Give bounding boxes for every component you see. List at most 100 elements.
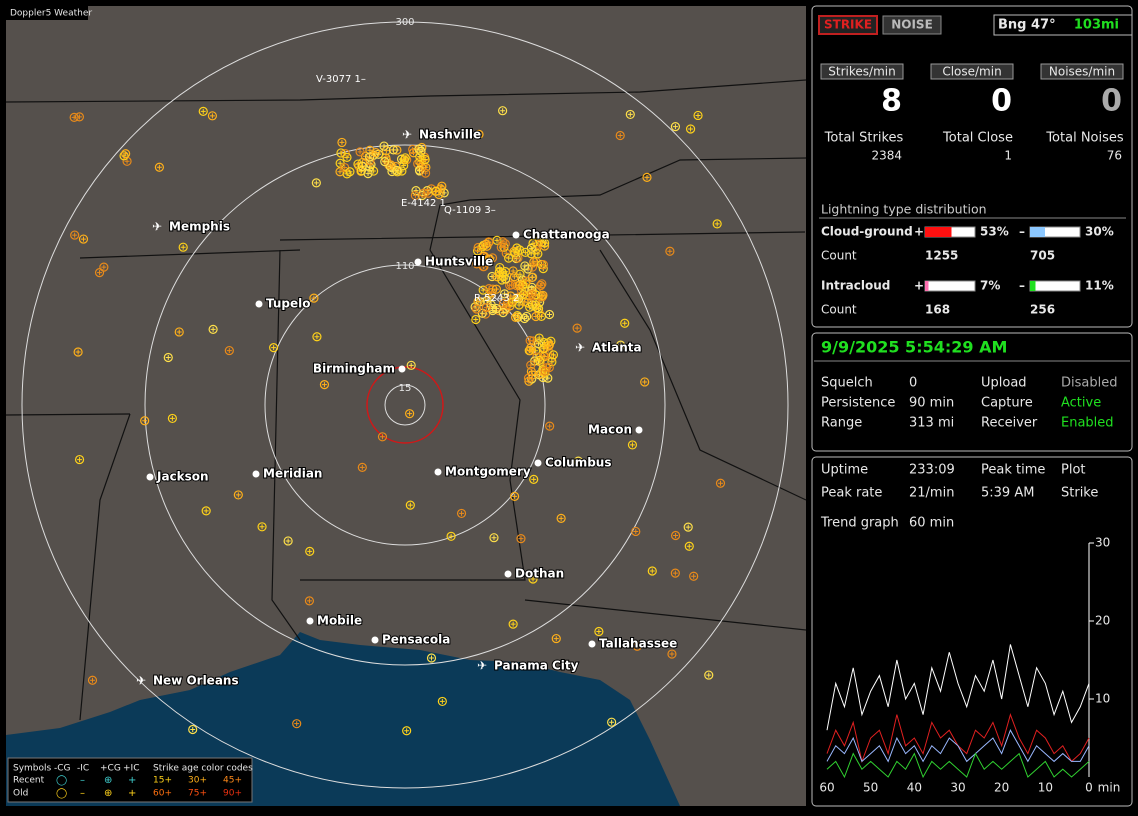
- strike-symbol: [208, 324, 218, 334]
- count-label: Count: [821, 303, 857, 317]
- trend-line: [826, 729, 1090, 763]
- city-dot: [146, 473, 154, 481]
- legend-age: 60+: [153, 789, 172, 799]
- strike-symbol: [292, 719, 302, 729]
- range-ring: [21, 21, 789, 789]
- x-tick-label: 50: [863, 781, 878, 795]
- strike-symbol: [165, 354, 171, 360]
- strike-symbol: [405, 500, 415, 510]
- strike-symbol: [388, 145, 398, 155]
- strike-symbol: [74, 112, 85, 122]
- strike-symbol: [525, 335, 535, 346]
- rate-button[interactable]: [820, 63, 904, 80]
- percent-bar: [925, 281, 929, 291]
- strike-symbol: [167, 413, 177, 424]
- strike-symbol: [365, 152, 375, 162]
- stat-field: 5:39 AM: [981, 486, 1034, 501]
- city-label: Tallahassee: [599, 637, 677, 651]
- strike-symbol: [473, 242, 483, 253]
- strike-button[interactable]: [818, 15, 878, 35]
- city-label: Panama City: [494, 659, 579, 673]
- strike-symbol: [365, 171, 371, 177]
- strike-symbol: [491, 284, 502, 294]
- strike-symbol: [523, 278, 529, 284]
- strike-symbol: [369, 166, 379, 176]
- strike-symbol: [190, 726, 196, 732]
- strike-symbol: [596, 628, 602, 634]
- strike-tag: E-4142 1: [401, 198, 446, 209]
- strike-symbol: [516, 282, 522, 288]
- strike-symbol: [491, 535, 497, 541]
- strike-symbol: [617, 133, 623, 139]
- rate-button[interactable]: [1040, 63, 1124, 80]
- stat-field: 21/min: [909, 486, 954, 501]
- strike-symbol: [412, 192, 418, 198]
- range-ring: [144, 144, 666, 666]
- strike-symbol: [594, 626, 604, 637]
- x-unit: min: [1098, 781, 1121, 795]
- strike-symbol: [87, 675, 98, 685]
- legend-age: 15+: [153, 776, 172, 786]
- strike-symbol: [99, 262, 109, 272]
- strike-symbol: [439, 698, 445, 704]
- strike-symbol: [399, 168, 405, 174]
- strike-symbol: [509, 299, 515, 305]
- strike-symbol: [520, 261, 530, 271]
- strike-symbol: [478, 262, 488, 272]
- strike-symbol: [309, 293, 319, 303]
- strike-symbol: [474, 129, 484, 139]
- strike-symbol: [411, 186, 421, 196]
- strike-symbol: [357, 149, 363, 155]
- strike-symbol: [381, 143, 387, 149]
- strike-symbol: [371, 147, 381, 158]
- stat-field: Peak time: [981, 463, 1045, 478]
- strike-symbol: [373, 150, 379, 156]
- legend-age: 30+: [188, 776, 207, 786]
- strike-symbol: [572, 323, 582, 333]
- strike-symbol: [500, 274, 506, 280]
- range-ring: [384, 384, 426, 426]
- noise-button[interactable]: [882, 15, 942, 35]
- status-field: Upload: [981, 376, 1027, 391]
- map-title: Doppler5 Weather: [10, 9, 92, 19]
- bearing-box: [993, 14, 1133, 36]
- strike-symbol: [339, 139, 345, 145]
- strike-symbol: [644, 174, 650, 180]
- strike-symbol: [528, 345, 534, 351]
- x-tick-label: 0: [1085, 781, 1093, 795]
- x-tick-label: 20: [994, 781, 1009, 795]
- city-label: Tupelo: [266, 297, 311, 311]
- strike-symbol: [448, 533, 454, 539]
- city-label: Huntsville: [425, 255, 493, 269]
- strike-symbol: [508, 619, 518, 629]
- strike-symbol: [482, 295, 492, 306]
- strike-symbol: [573, 456, 583, 466]
- strike-symbol: [321, 382, 327, 388]
- strike-symbol: [446, 531, 456, 541]
- stat-field: Plot: [1061, 463, 1086, 478]
- strike-symbol: [704, 670, 714, 680]
- strike-symbol: [271, 345, 277, 351]
- strike-symbol: [338, 150, 344, 156]
- city-dot: [252, 470, 260, 478]
- strike-symbol: [422, 156, 428, 162]
- strike-symbol: [518, 536, 524, 542]
- rate-button[interactable]: [930, 63, 1014, 80]
- strike-symbol: [342, 165, 348, 171]
- strike-symbol: [97, 270, 103, 276]
- stat-field: Uptime: [821, 463, 868, 478]
- strike-symbol: [517, 271, 523, 277]
- strike-symbol: [119, 151, 129, 161]
- strike-symbol: [518, 289, 529, 300]
- strike-symbol: [73, 347, 83, 357]
- strike-symbol: [634, 643, 640, 649]
- strike-symbol: [426, 653, 437, 663]
- strike-symbol: [140, 416, 150, 426]
- distance: 103mi: [1074, 18, 1119, 33]
- strike-symbol: [684, 541, 694, 551]
- strike-symbol: [419, 188, 429, 198]
- strike-symbol: [471, 314, 481, 325]
- strike-symbol: [670, 568, 680, 578]
- strike-symbol: [420, 168, 431, 178]
- strike-symbol: [163, 352, 173, 363]
